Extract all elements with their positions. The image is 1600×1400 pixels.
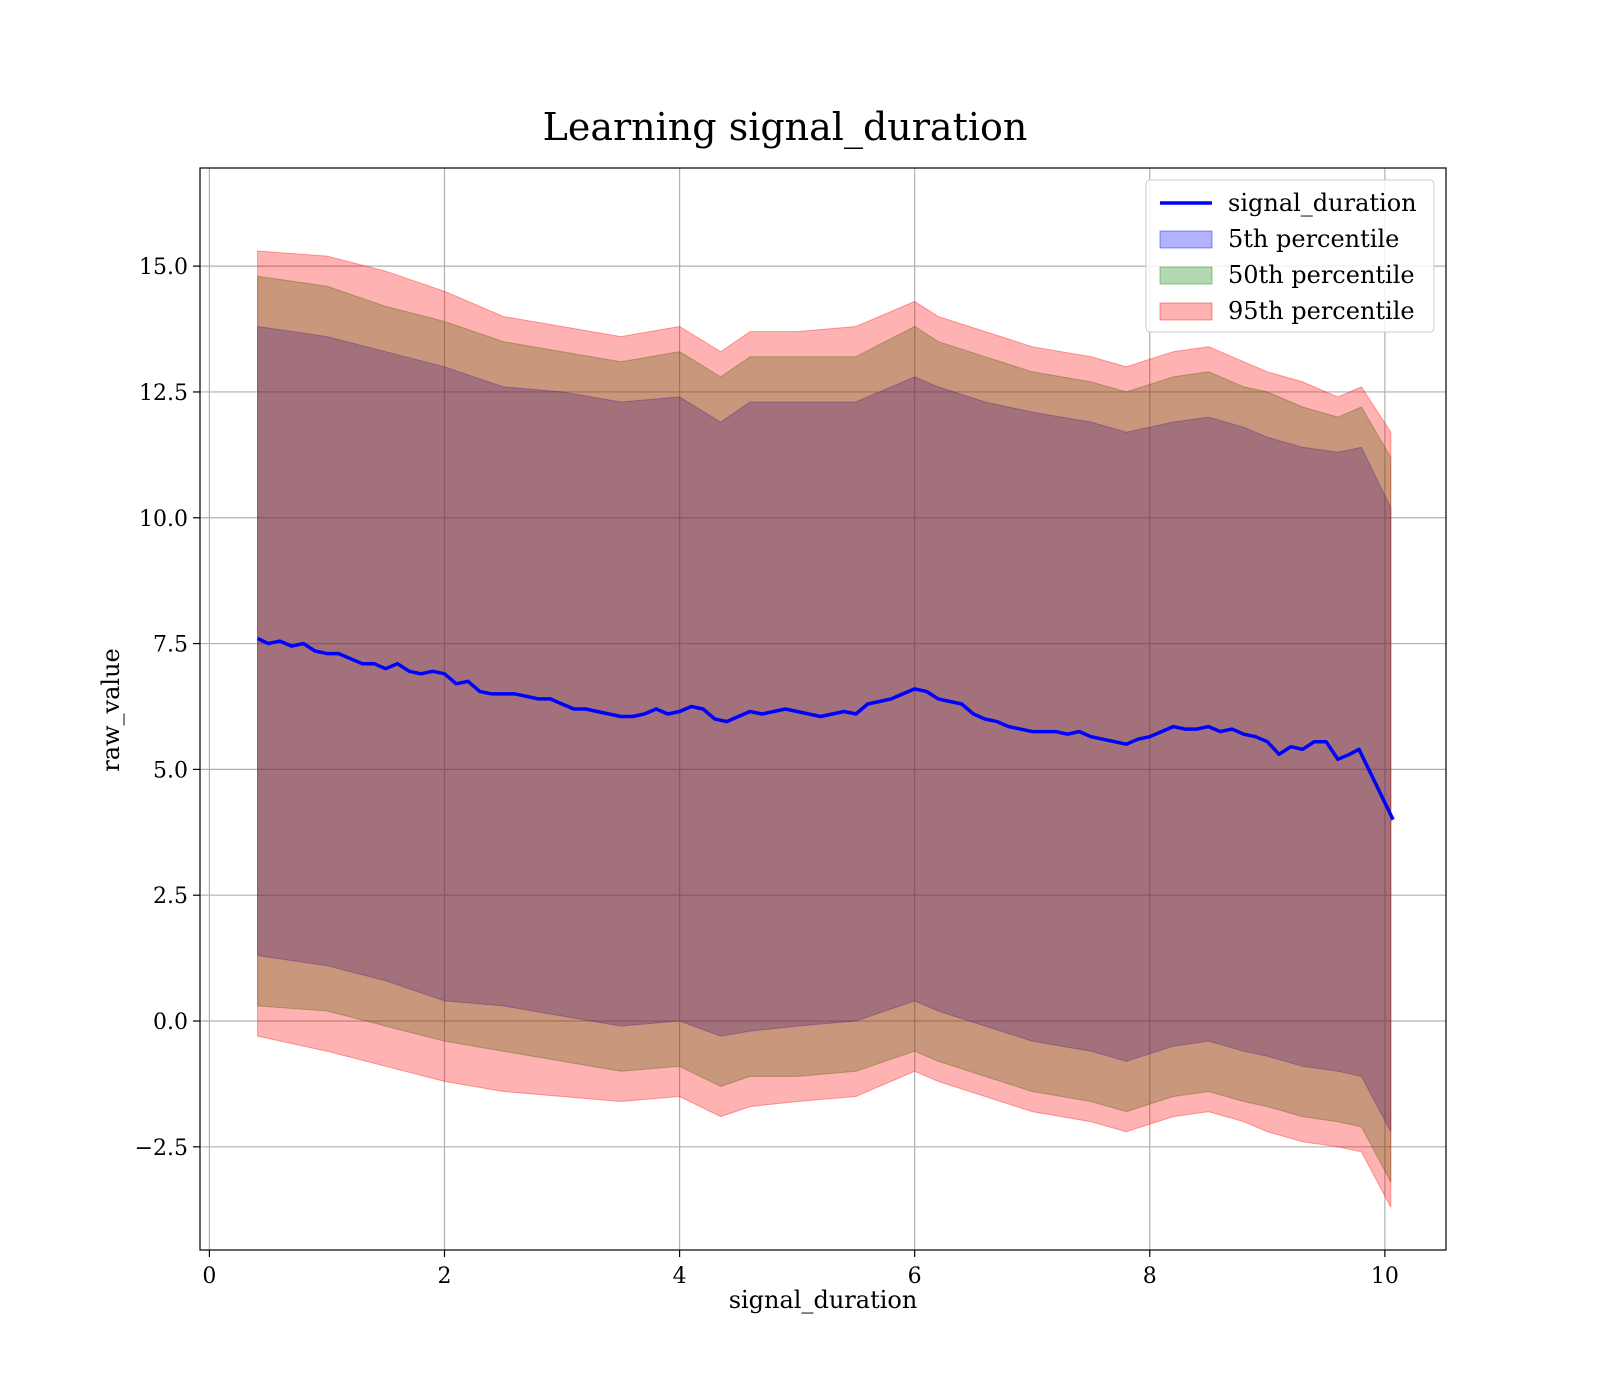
y-axis-label: raw_value (97, 648, 125, 772)
legend-label: 95th percentile (1228, 297, 1415, 325)
legend-swatch (1159, 266, 1213, 285)
legend-swatch (1159, 230, 1213, 249)
y-tick-label: −2.5 (135, 1136, 188, 1161)
y-tick-label: 2.5 (153, 884, 188, 909)
y-tick-label: 10.0 (139, 507, 188, 532)
legend-swatch (1159, 302, 1213, 321)
chart-title: Learning signal_duration (543, 105, 1028, 150)
series-lines (256, 636, 1395, 821)
plot-area-frame (199, 167, 1447, 1251)
y-tick-label: 7.5 (153, 633, 188, 658)
y-tick-label: 12.5 (139, 381, 188, 406)
y-tick-label: 0.0 (153, 1010, 188, 1035)
x-tick-label: 2 (437, 1264, 451, 1289)
y-tick-label: 15.0 (139, 255, 188, 280)
x-axis-label: signal_duration (729, 1286, 918, 1314)
x-tick-label: 0 (202, 1264, 216, 1289)
series-line-signal_duration (256, 636, 1395, 821)
x-tick-label: 6 (908, 1264, 922, 1289)
y-tick-label: 5.0 (153, 758, 188, 783)
y-axis-ticks: −2.5 0.0 2.5 5.0 7.5 10.0 12.5 15.0 (135, 255, 200, 1161)
legend-label: 50th percentile (1228, 261, 1415, 289)
percentile-bands (257, 250, 1392, 1208)
x-tick-label: 8 (1143, 1264, 1157, 1289)
band-50th-percentile (257, 275, 1392, 1183)
legend-label: 5th percentile (1228, 225, 1399, 253)
legend-label: signal_duration (1228, 189, 1417, 217)
band-5th-percentile (257, 325, 1392, 1132)
band-95th-percentile (257, 250, 1392, 1208)
x-axis-ticks: 0 2 4 6 8 10 (202, 1250, 1399, 1289)
x-tick-label: 10 (1371, 1264, 1399, 1289)
legend: signal_duration 5th percentile 50th percen… (1145, 179, 1435, 333)
x-tick-label: 4 (673, 1264, 687, 1289)
legend-frame (1145, 179, 1435, 333)
